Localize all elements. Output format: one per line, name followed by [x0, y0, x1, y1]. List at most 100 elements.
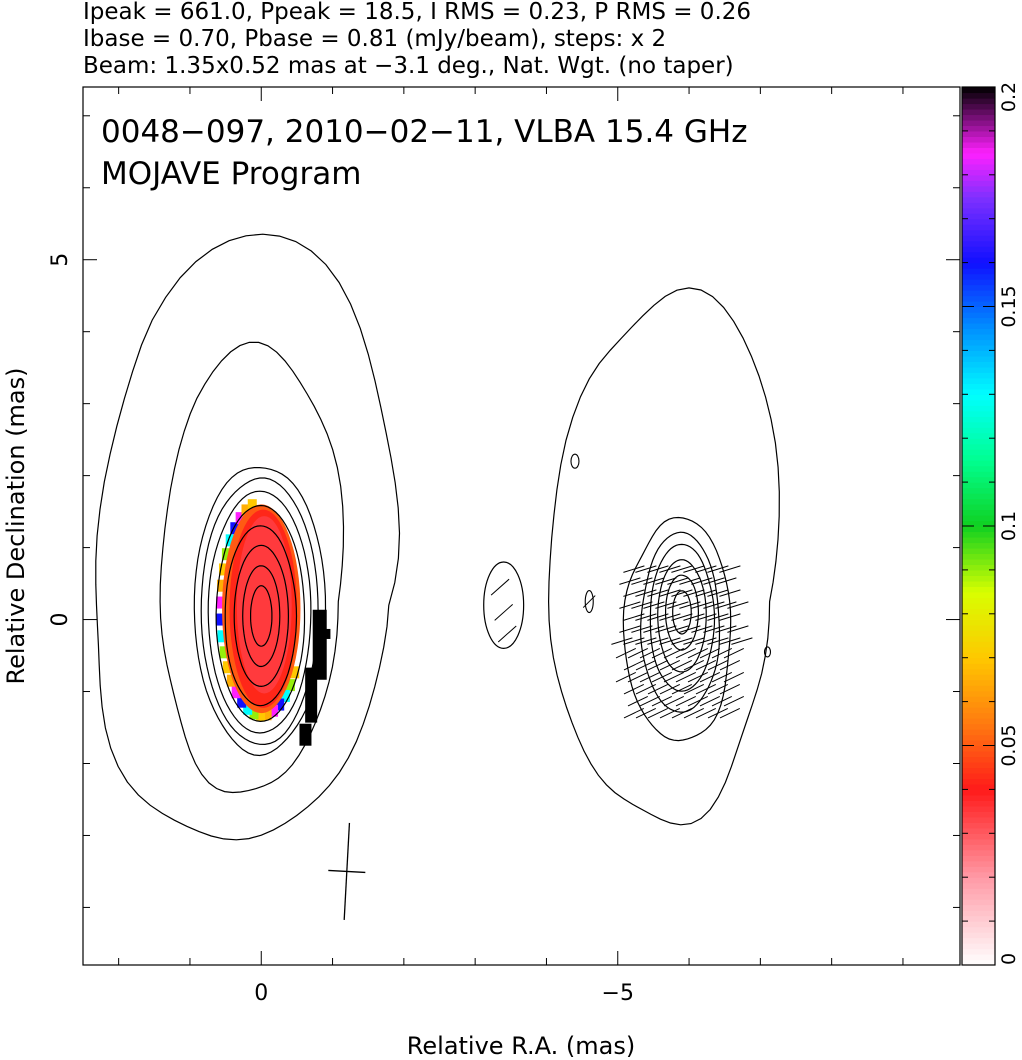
colorbar-swatch: [962, 196, 995, 203]
colorbar-swatch: [962, 108, 995, 116]
intensity-contours: [95, 233, 780, 841]
evpa-tick: [691, 577, 713, 585]
evpa-tick: [619, 625, 641, 633]
evpa-tick: [647, 707, 669, 719]
evpa-tick: [687, 671, 709, 683]
evpa-tick: [715, 577, 737, 585]
evpa-tick: [635, 707, 657, 719]
pol-rim-pixel: [285, 679, 295, 692]
colorbar-swatch: [962, 119, 995, 127]
evpa-tick: [699, 695, 721, 707]
evpa-tick: [715, 625, 737, 633]
evpa-tick: [695, 589, 717, 597]
evpa-tick: [695, 613, 717, 621]
colorbar-swatch: [962, 416, 995, 423]
plot-frame: [82, 86, 961, 966]
pol-black-pixel: [320, 628, 331, 639]
colorbar-swatch: [962, 185, 995, 192]
colorbar-swatch: [962, 394, 995, 401]
evpa-tick: [643, 577, 665, 585]
pol-rim-pixel: [225, 534, 235, 547]
evpa-tick: [731, 637, 753, 645]
colorbar-swatch: [962, 509, 995, 516]
colorbar-swatch: [962, 827, 995, 834]
colorbar-swatch: [962, 800, 995, 807]
colorbar-swatch: [962, 493, 995, 500]
colorbar-swatch: [962, 822, 995, 829]
colorbar-swatch: [962, 476, 995, 483]
evpa-tick: [647, 659, 669, 671]
colorbar-swatch: [962, 657, 995, 664]
evpa-tick: [639, 647, 661, 659]
colorbar-swatch: [962, 794, 995, 801]
colorbar-swatch: [962, 482, 995, 489]
evpa-tick: [647, 589, 669, 597]
colorbar-swatch: [962, 141, 995, 148]
pol-rim-pixel: [216, 613, 226, 626]
colorbar-swatch: [962, 202, 995, 209]
colorbar-swatch: [962, 515, 995, 522]
evpa-tick: [723, 695, 745, 707]
jet-contour: [639, 531, 721, 713]
pol-rim-pixel: [221, 548, 231, 561]
evpa-tick: [687, 695, 709, 707]
colorbar-swatch: [962, 279, 995, 286]
evpa-tick: [663, 671, 685, 683]
colorbar-swatch: [962, 542, 995, 549]
pol-rim-pixel: [280, 689, 290, 702]
colorbar-swatch: [962, 586, 995, 593]
colorbar-swatch: [962, 465, 995, 472]
colorbar-swatch: [962, 772, 995, 780]
colorbar-swatch: [962, 125, 995, 132]
colorbar-swatch: [962, 218, 995, 225]
colorbar-label-0: 0: [998, 953, 1020, 965]
colorbar-swatch: [962, 591, 995, 598]
colorbar-swatch: [962, 789, 995, 796]
colorbar-swatch: [962, 487, 995, 494]
colorbar-label-3: 0.15: [998, 285, 1020, 327]
evpa-tick: [655, 625, 677, 633]
pol-rim-pixel: [249, 707, 259, 720]
colorbar-swatch: [962, 388, 995, 395]
evpa-tick: [671, 659, 693, 671]
evpa-tick: [623, 565, 645, 573]
evpa-tick: [647, 613, 669, 621]
evpa-tick: [723, 647, 745, 659]
pol-rim-pixel: [231, 686, 241, 699]
island-contour: [584, 590, 594, 614]
evpa-tick: [679, 601, 701, 609]
colorbar-swatch: [962, 833, 995, 840]
evpa-tick: [691, 601, 713, 609]
colorbar-swatch: [962, 169, 995, 176]
chart-title: 0048−097, 2010−02−11, VLBA 15.4 GHz: [101, 114, 747, 150]
jet-contour: [672, 590, 692, 635]
evpa-tick: [643, 625, 665, 633]
colorbar-swatch: [962, 377, 995, 384]
colorbar-swatch: [962, 652, 995, 659]
evpa-tick: [679, 577, 701, 585]
evpa-tick: [719, 613, 741, 621]
evpa-tick: [627, 647, 649, 659]
evpa-tick: [719, 637, 741, 645]
evpa-tick: [671, 637, 693, 645]
colorbar-swatch: [962, 158, 995, 165]
evpa-ticks: [490, 565, 753, 719]
colorbar-swatch: [962, 778, 995, 785]
evpa-tick: [667, 625, 689, 633]
evpa-tick: [494, 603, 514, 621]
colorbar-swatch: [962, 915, 995, 922]
colorbar-swatch: [962, 97, 995, 105]
evpa-tick: [639, 671, 661, 683]
colorbar-swatch: [962, 701, 995, 708]
evpa-tick: [611, 637, 633, 645]
jet-contour: [547, 287, 780, 826]
core-contour: [95, 233, 401, 841]
evpa-tick: [671, 707, 693, 719]
colorbar: [962, 87, 995, 966]
evpa-tick: [651, 647, 673, 659]
colorbar-swatch: [962, 745, 995, 752]
evpa-tick: [619, 601, 641, 609]
evpa-tick: [683, 589, 705, 597]
small-blob-contour: [483, 561, 525, 649]
evpa-tick: [683, 637, 705, 645]
